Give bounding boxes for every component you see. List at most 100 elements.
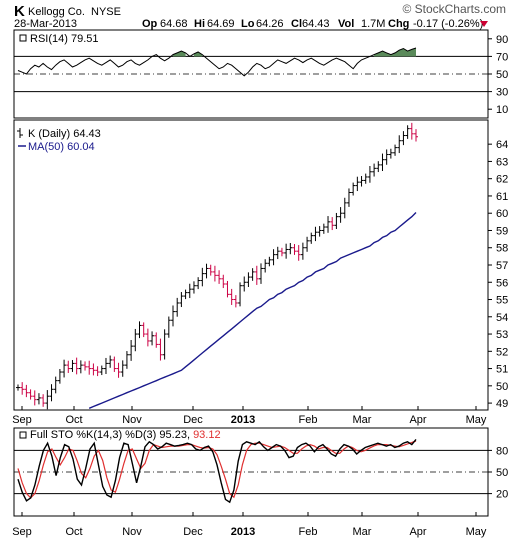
price-bar — [16, 384, 20, 391]
y-tick-label: 61 — [496, 191, 508, 203]
y-tick-label: 60 — [496, 208, 508, 220]
price-bar — [187, 283, 192, 299]
x-tick-label: Dec — [183, 526, 203, 538]
x-tick-label: 2013 — [231, 414, 255, 426]
price-bar — [367, 166, 372, 183]
high-label: Hi — [194, 18, 205, 30]
price-bar — [376, 161, 381, 173]
price-bar — [171, 305, 176, 327]
price-bar — [334, 212, 339, 230]
y-tick-label: 30 — [496, 87, 508, 99]
volume-label: Vol — [338, 18, 354, 30]
price-bar — [162, 329, 167, 360]
price-bar — [321, 223, 326, 234]
y-tick-label: 57 — [496, 260, 508, 272]
price-bar — [62, 359, 67, 378]
chart-date: 28-Mar-2013 — [14, 18, 77, 30]
price-bar — [414, 129, 418, 142]
price-bar — [292, 244, 297, 255]
price-legend: K (Daily) 64.43 MA(50) 60.04 — [17, 128, 101, 153]
price-bar — [208, 264, 213, 276]
price-bar — [212, 265, 217, 282]
price-bar — [28, 389, 33, 400]
price-bar — [137, 321, 142, 339]
ohlc-readout: Op 64.68 Hi 64.69 Lo 64.26 Cl 64.43 Vol … — [142, 18, 488, 30]
y-tick-label: 49 — [496, 398, 508, 410]
x-tick-label: Apr — [409, 414, 426, 426]
price-bar — [66, 360, 71, 373]
rsi-panel: 90 70 50 30 10 RSI(14) 79.51 — [13, 29, 508, 119]
sto-k-line — [17, 438, 417, 504]
x-tick-label: Oct — [65, 414, 82, 426]
x-tick-label: Sep — [12, 414, 32, 426]
price-bar — [175, 297, 180, 317]
y-tick-label: 59 — [496, 225, 508, 237]
y-tick-label: 50 — [496, 467, 508, 479]
y-tick-label: 90 — [496, 34, 508, 46]
price-bar — [221, 274, 226, 289]
company-name: Kellogg Co. — [28, 6, 85, 18]
price-bar — [250, 268, 255, 281]
y-tick-label: 62 — [496, 174, 508, 186]
x-tick-label: Mar — [353, 414, 372, 426]
price-bar — [254, 265, 259, 285]
price-bar — [275, 246, 280, 260]
sto-legend: Full STO %K(14,3) %D(3) 95.23, 93.12 — [19, 429, 221, 441]
price-bar — [338, 207, 343, 223]
price-bar — [200, 267, 205, 287]
y-tick-label: 70 — [496, 51, 508, 63]
close-value: 64.43 — [302, 18, 330, 30]
x-tick-label: Sep — [12, 526, 32, 538]
price-bar — [359, 176, 364, 187]
down-arrow-icon — [480, 21, 488, 27]
y-tick-label: 80 — [496, 445, 508, 457]
price-bar — [133, 328, 138, 352]
price-bar — [20, 382, 25, 395]
price-bar — [78, 360, 83, 374]
low-value: 64.26 — [256, 18, 284, 30]
price-bar — [317, 226, 322, 237]
x-tick-label: May — [466, 526, 487, 538]
price-bar — [313, 226, 318, 242]
ma-legend-text: MA(50) 60.04 — [28, 141, 95, 153]
price-bar — [24, 384, 29, 398]
open-label: Op — [142, 18, 158, 30]
x-tick-label: Nov — [122, 414, 142, 426]
price-bar — [309, 232, 314, 244]
y-tick-label: 10 — [496, 104, 508, 116]
y-tick-label: 20 — [496, 489, 508, 501]
price-bar — [120, 360, 125, 377]
price-bar — [225, 280, 230, 298]
x-tick-label: Feb — [299, 526, 318, 538]
price-frame — [13, 119, 489, 411]
price-bar — [372, 163, 377, 177]
price-bar — [150, 331, 155, 346]
price-bar — [99, 365, 104, 376]
price-bar — [196, 277, 201, 290]
price-bar — [103, 357, 108, 375]
price-bar — [91, 363, 96, 376]
x-tick-label: Feb — [299, 414, 318, 426]
x-tick-label: Dec — [183, 414, 203, 426]
y-tick-label: 50 — [496, 381, 508, 393]
x-tick-label: 2013 — [231, 526, 255, 538]
price-bar — [204, 263, 209, 279]
price-bar — [233, 295, 238, 308]
price-bar — [401, 131, 406, 146]
price-bar — [217, 270, 222, 284]
price-bar — [87, 360, 92, 375]
price-bar — [409, 122, 414, 140]
price-bar — [124, 351, 129, 369]
price-bar — [45, 390, 50, 410]
price-bar — [393, 144, 398, 156]
price-bar — [41, 394, 46, 407]
price-bar — [74, 357, 79, 375]
high-value: 64.69 — [207, 18, 235, 30]
price-bar — [267, 256, 272, 267]
price-bar — [179, 292, 184, 308]
y-tick-label: 54 — [496, 312, 508, 324]
price-bar — [95, 366, 100, 377]
price-bar — [388, 148, 393, 159]
price-bar — [305, 236, 310, 252]
